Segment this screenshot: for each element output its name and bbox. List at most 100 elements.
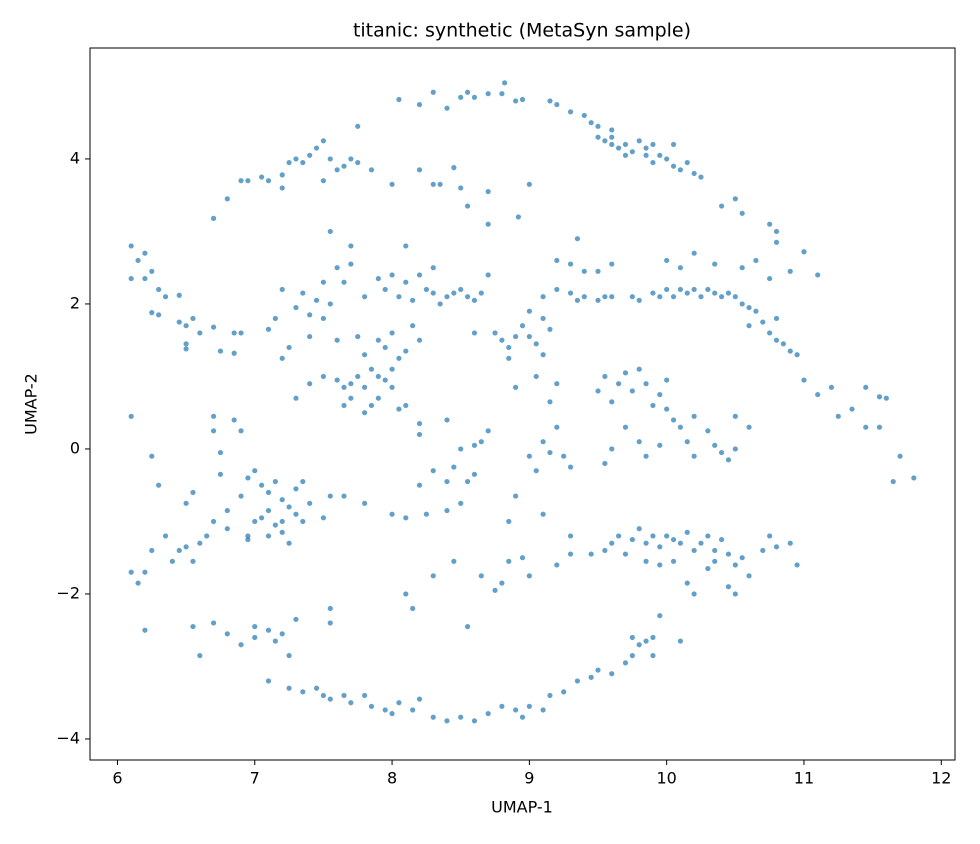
point — [629, 388, 635, 394]
point — [149, 268, 155, 274]
point — [643, 540, 649, 546]
point — [183, 341, 189, 347]
point — [485, 428, 491, 434]
x-tick-label: 9 — [524, 769, 534, 788]
point — [252, 518, 258, 525]
point — [691, 413, 697, 419]
point — [526, 308, 532, 314]
point — [540, 315, 546, 322]
point — [698, 174, 704, 180]
point — [286, 652, 292, 659]
point — [403, 515, 409, 521]
point — [458, 500, 464, 506]
point — [815, 272, 821, 278]
point — [725, 584, 732, 590]
point — [828, 384, 835, 390]
point — [650, 652, 656, 659]
point — [767, 275, 773, 282]
point — [636, 138, 642, 144]
point — [506, 518, 512, 525]
point — [265, 507, 272, 514]
point — [464, 478, 471, 485]
point — [547, 98, 553, 104]
point — [519, 96, 526, 103]
point — [897, 453, 903, 459]
point — [327, 156, 333, 162]
point — [567, 261, 574, 267]
point — [609, 134, 615, 140]
point — [794, 352, 800, 358]
point — [382, 377, 388, 383]
point — [300, 518, 306, 525]
point — [156, 482, 162, 488]
point — [375, 337, 381, 343]
point — [464, 294, 471, 300]
y-tick-label: −2 — [56, 583, 80, 602]
point — [664, 406, 670, 412]
point — [602, 547, 608, 554]
point — [636, 526, 642, 532]
point — [622, 551, 629, 557]
point — [712, 290, 718, 296]
point — [595, 268, 601, 274]
point — [224, 507, 230, 514]
point — [307, 500, 313, 506]
point — [581, 112, 587, 119]
point — [403, 402, 409, 409]
point — [197, 330, 203, 336]
point — [602, 138, 608, 144]
point — [554, 381, 560, 387]
point — [657, 613, 663, 619]
point — [499, 337, 505, 343]
point — [128, 569, 134, 575]
point — [595, 297, 601, 303]
point — [279, 286, 285, 293]
point — [375, 373, 381, 380]
point — [643, 381, 649, 387]
point — [135, 580, 141, 586]
point — [561, 689, 567, 695]
point — [293, 511, 299, 517]
point — [183, 346, 189, 352]
point — [265, 326, 272, 332]
point — [739, 210, 745, 216]
point — [430, 714, 436, 720]
point — [815, 391, 821, 398]
point — [499, 580, 505, 586]
point — [609, 261, 615, 267]
point — [169, 558, 175, 564]
point — [389, 384, 395, 390]
point — [629, 652, 635, 659]
point — [238, 428, 244, 434]
point — [876, 394, 883, 400]
point — [712, 442, 718, 448]
point — [286, 504, 292, 510]
point — [533, 341, 539, 347]
point — [636, 297, 642, 303]
point — [519, 555, 526, 561]
point — [416, 431, 423, 438]
point — [670, 558, 677, 564]
point — [210, 620, 217, 626]
point — [327, 696, 333, 702]
point — [382, 344, 388, 351]
point — [657, 442, 663, 448]
x-tick-label: 7 — [250, 769, 260, 788]
point — [609, 141, 615, 148]
point — [341, 692, 347, 699]
point — [471, 297, 478, 303]
point — [732, 413, 738, 419]
point — [794, 562, 800, 568]
point — [526, 703, 532, 709]
point — [705, 533, 711, 539]
point — [492, 330, 498, 336]
point — [506, 355, 512, 361]
point — [341, 163, 347, 169]
point — [712, 547, 718, 554]
point — [320, 178, 327, 184]
point — [307, 152, 313, 158]
point — [890, 478, 896, 485]
point — [499, 91, 505, 97]
point — [636, 439, 642, 445]
